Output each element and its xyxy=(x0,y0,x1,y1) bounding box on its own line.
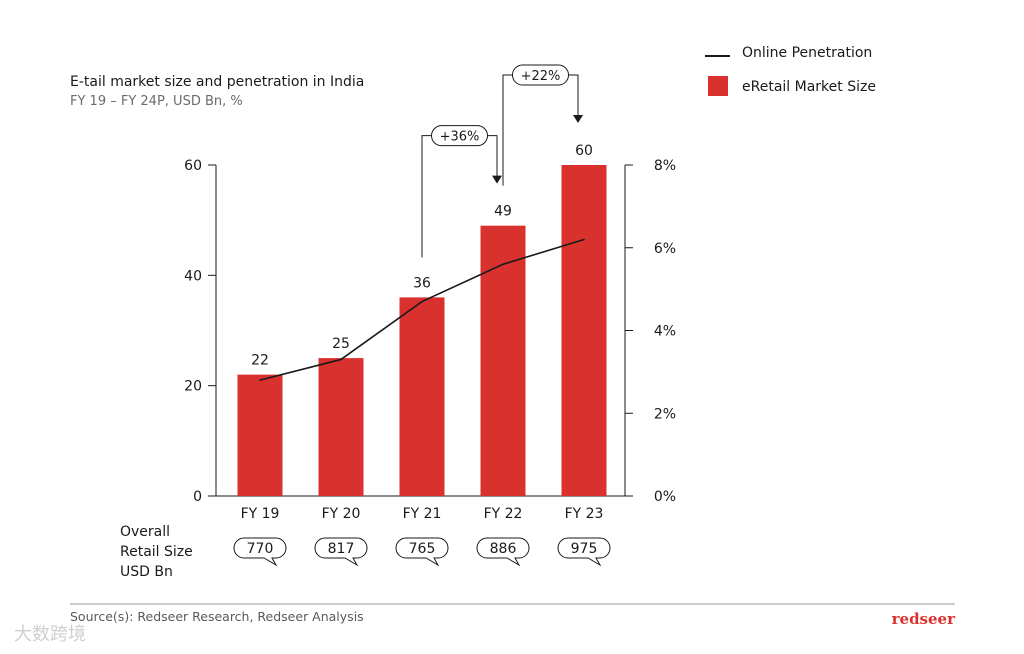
right-tick-label: 6% xyxy=(654,241,676,257)
source-note: Source(s): Redseer Research, Redseer Ana… xyxy=(70,609,364,624)
bar xyxy=(399,297,445,496)
retail-bubble-shape xyxy=(557,537,611,567)
bar-value-label: 22 xyxy=(251,353,269,369)
callout-arrowhead xyxy=(492,175,502,184)
callout-label: +36% xyxy=(440,130,480,145)
retail-bubble-value: 975 xyxy=(571,541,598,557)
category-label: FY 19 xyxy=(241,506,280,522)
retail-bubble: 975 xyxy=(557,537,611,567)
retail-bubble: 770 xyxy=(233,537,287,567)
legend-bar-swatch xyxy=(708,76,728,96)
retail-bubble-value: 765 xyxy=(409,541,436,557)
retail-bubble: 765 xyxy=(395,537,449,567)
retail-bubble-shape xyxy=(314,537,368,567)
retail-bubble-shape xyxy=(233,537,287,567)
chart-subtitle: FY 19 – FY 24P, USD Bn, % xyxy=(70,94,243,109)
category-label: FY 20 xyxy=(322,506,361,522)
watermark: 大数跨境 xyxy=(14,624,86,645)
retail-bubble: 817 xyxy=(314,537,368,567)
growth-callout: +36% xyxy=(421,125,502,258)
penetration-point xyxy=(340,358,342,361)
category-label: FY 21 xyxy=(403,506,442,522)
brand-logo: redseer xyxy=(892,610,956,628)
retail-label-line-2: Retail Size xyxy=(120,544,193,560)
right-tick-label: 8% xyxy=(654,158,676,174)
bar-value-label: 25 xyxy=(332,336,350,352)
bar-value-label: 36 xyxy=(413,275,431,291)
callout-arrowhead xyxy=(573,115,583,123)
bar-value-label: 60 xyxy=(575,143,593,159)
right-tick-label: 0% xyxy=(654,489,676,505)
bar-value-label: 49 xyxy=(494,204,512,220)
bar xyxy=(318,358,364,496)
retail-bubble-value: 886 xyxy=(490,541,517,557)
penetration-line xyxy=(259,238,585,381)
retail-bubble-value: 817 xyxy=(328,541,355,557)
overall-retail-bubbles: 770 817 765 886 975 xyxy=(233,537,611,567)
penetration-point xyxy=(259,379,261,381)
right-tick-label: 2% xyxy=(654,406,676,422)
retail-label-line-3: USD Bn xyxy=(120,564,173,580)
left-axis-ticks: 0 20 40 60 xyxy=(184,158,216,505)
bars xyxy=(237,165,607,496)
retail-bubble: 886 xyxy=(476,537,530,567)
retail-bubble-value: 770 xyxy=(247,541,274,557)
growth-callouts: +36% +22% xyxy=(421,64,583,258)
left-tick-label: 40 xyxy=(184,268,202,284)
right-axis-ticks: 0% 2% 4% 6% 8% xyxy=(625,158,676,505)
bar xyxy=(561,165,607,496)
retail-bubble-shape xyxy=(476,537,530,567)
legend-label-market-size: eRetail Market Size xyxy=(742,79,876,95)
category-labels: FY 19 FY 20 FY 21 FY 22 FY 23 xyxy=(241,506,604,522)
growth-callout: +22% xyxy=(502,64,583,186)
penetration-point xyxy=(421,300,423,303)
overall-retail-label: Overall Retail Size USD Bn xyxy=(120,524,193,580)
left-tick-label: 20 xyxy=(184,379,202,395)
callout-pill xyxy=(512,64,569,86)
legend: Online Penetration eRetail Market Size xyxy=(705,45,876,96)
callout-pill xyxy=(431,125,488,147)
category-label: FY 22 xyxy=(484,506,523,522)
retail-bubble-shape xyxy=(395,537,449,567)
bar-value-labels: 22 25 36 49 60 xyxy=(251,143,593,369)
left-tick-label: 60 xyxy=(184,158,202,174)
left-tick-label: 0 xyxy=(193,489,202,505)
right-tick-label: 4% xyxy=(654,324,676,340)
bar xyxy=(237,374,283,496)
penetration-point xyxy=(583,238,585,241)
bar xyxy=(480,225,526,496)
chart-title: E-tail market size and penetration in In… xyxy=(70,74,364,90)
retail-label-line-1: Overall xyxy=(120,524,170,540)
penetration-point xyxy=(502,263,504,266)
callout-label: +22% xyxy=(521,69,561,84)
legend-label-penetration: Online Penetration xyxy=(742,45,872,61)
category-label: FY 23 xyxy=(565,506,604,522)
